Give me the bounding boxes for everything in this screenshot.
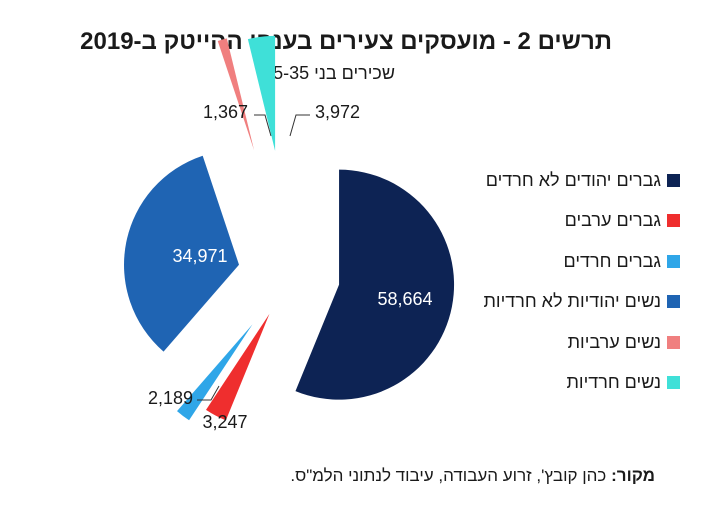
legend-label: נשים ערביות bbox=[567, 331, 661, 352]
legend-item: גברים יהודים לא חרדים bbox=[440, 160, 680, 201]
data-label: 3,972 bbox=[315, 102, 360, 122]
pie-slice bbox=[177, 324, 253, 421]
legend-item: נשים ערביות bbox=[440, 322, 680, 363]
legend-label: נשים חרדיות bbox=[566, 372, 661, 393]
pie-slice bbox=[206, 313, 270, 421]
legend-label: גברים יהודים לא חרדים bbox=[485, 169, 661, 190]
pie-slice bbox=[124, 155, 240, 352]
data-label: 34,971 bbox=[172, 246, 227, 266]
legend-item: גברים חרדים bbox=[440, 241, 680, 282]
data-label: 1,367 bbox=[203, 102, 248, 122]
legend-swatch bbox=[667, 376, 680, 390]
legend-item: גברים ערבים bbox=[440, 201, 680, 242]
legend-label: גברים חרדים bbox=[563, 250, 661, 271]
legend-swatch bbox=[667, 173, 680, 187]
chart-title: תרשים 2 - מועסקים צעירים בענפי ההייטק ב-… bbox=[80, 28, 612, 55]
source-text: כהן קובץ', זרוע העבודה, עיבוד לנתוני הלמ… bbox=[290, 466, 607, 485]
leader-line bbox=[289, 114, 310, 137]
data-label: 2,189 bbox=[148, 388, 193, 408]
source-label: מקור: bbox=[611, 466, 655, 485]
leader-line bbox=[254, 114, 272, 137]
legend-swatch bbox=[667, 335, 680, 349]
data-label: 58,664 bbox=[377, 289, 432, 309]
legend-swatch bbox=[667, 254, 680, 268]
legend-item: נשים יהודיות לא חרדיות bbox=[440, 282, 680, 323]
pie-slice bbox=[217, 38, 255, 151]
leader-line bbox=[197, 385, 220, 401]
source-note: מקור: כהן קובץ', זרוע העבודה, עיבוד לנתו… bbox=[0, 466, 655, 486]
data-label: 3,247 bbox=[202, 412, 247, 432]
legend-label: נשים יהודיות לא חרדיות bbox=[483, 291, 661, 312]
pie-slice bbox=[247, 35, 276, 151]
legend-swatch bbox=[667, 295, 680, 309]
legend-label: גברים ערבים bbox=[564, 210, 661, 231]
legend-swatch bbox=[667, 214, 680, 228]
legend: גברים יהודים לא חרדים גברים ערבים גברים … bbox=[440, 160, 680, 403]
pie-slice bbox=[295, 169, 455, 400]
legend-item: נשים חרדיות bbox=[440, 363, 680, 404]
